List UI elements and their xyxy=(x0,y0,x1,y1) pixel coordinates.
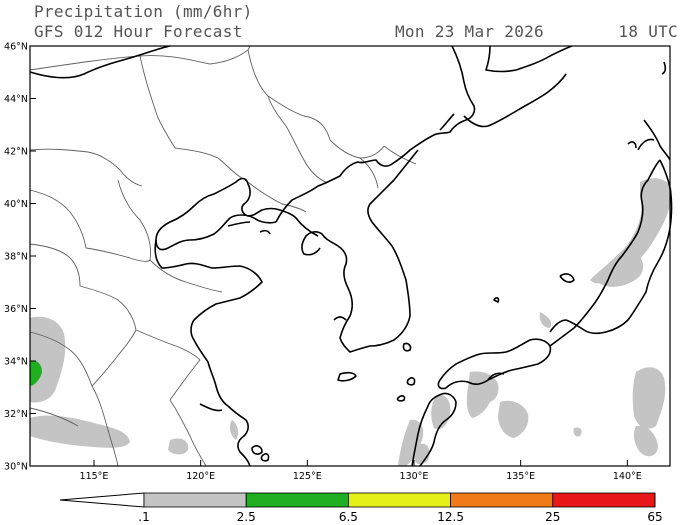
longitude-label: 120°E xyxy=(186,471,215,482)
valid-hour: 18 UTC xyxy=(618,22,678,41)
coastlines xyxy=(29,45,673,467)
latitude-labels: 46°N 44°N 42°N 40°N 38°N 36°N 34°N 32°N 30°N xyxy=(4,42,36,473)
colorbar-label: 65 xyxy=(647,510,662,524)
latitude-label: 36°N xyxy=(4,304,28,315)
map-frame xyxy=(29,45,671,467)
colorbar-segment xyxy=(552,492,656,508)
valid-date: Mon 23 Mar 2026 xyxy=(395,22,544,41)
colorbar-segment xyxy=(245,492,349,508)
longitude-label: 125°E xyxy=(293,471,322,482)
longitude-labels: 115°E 120°E 125°E 130°E 135°E 140°E xyxy=(80,460,642,482)
province-borders xyxy=(29,45,417,467)
latitude-label: 40°N xyxy=(4,199,28,210)
latitude-label: 44°N xyxy=(4,94,28,105)
longitude-label: 130°E xyxy=(400,471,429,482)
longitude-label: 135°E xyxy=(506,471,535,482)
precip-shading xyxy=(30,178,672,466)
colorbar: .1 2.5 6.5 12.5 25 65 xyxy=(59,492,663,524)
longitude-label: 140°E xyxy=(613,471,642,482)
latitude-label: 30°N xyxy=(4,462,28,473)
map-title: Precipitation (mm/6hr) xyxy=(34,2,253,21)
colorbar-label: 12.5 xyxy=(437,510,464,524)
colorbar-segment xyxy=(450,492,554,508)
colorbar-segment xyxy=(143,492,247,508)
latitude-label: 32°N xyxy=(4,409,28,420)
colorbar-segment xyxy=(347,492,451,508)
latitude-label: 38°N xyxy=(4,252,28,263)
precip-shading-moderate xyxy=(30,360,42,386)
forecast-label: GFS 012 Hour Forecast xyxy=(34,22,243,41)
colorbar-label: 2.5 xyxy=(237,510,256,524)
latitude-label: 42°N xyxy=(4,147,28,158)
colorbar-label: 25 xyxy=(545,510,560,524)
latitude-label: 34°N xyxy=(4,357,28,368)
longitude-label: 115°E xyxy=(80,471,109,482)
colorbar-label: 6.5 xyxy=(339,510,358,524)
colorbar-under-triangle xyxy=(59,492,145,508)
latitude-label: 46°N xyxy=(4,42,28,53)
colorbar-label: .1 xyxy=(138,510,149,524)
